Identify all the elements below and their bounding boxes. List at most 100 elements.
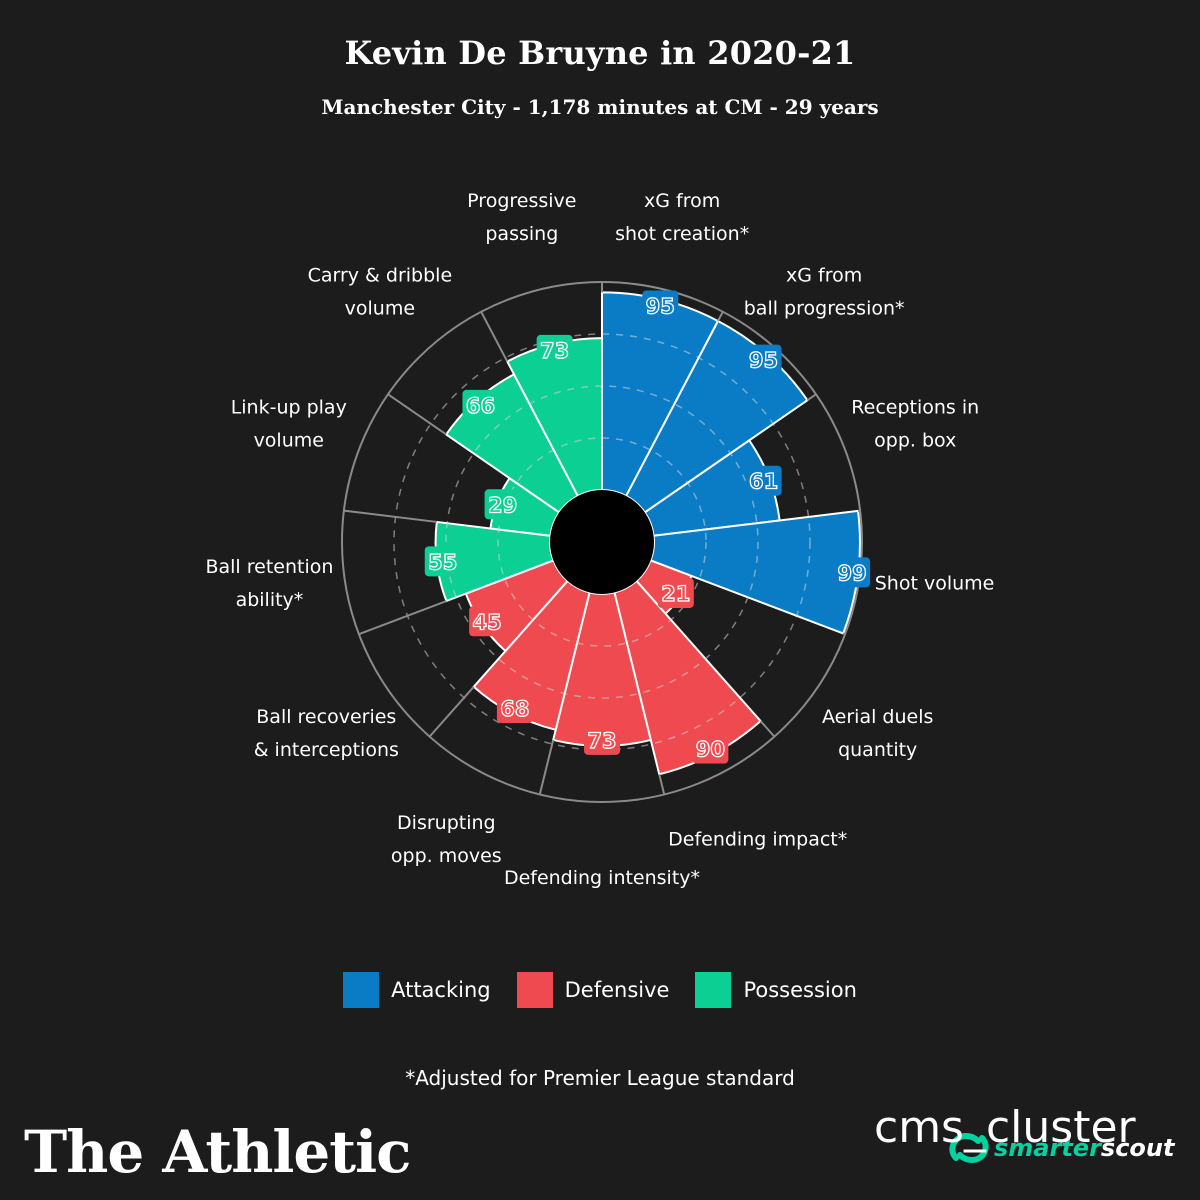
spoke	[842, 632, 846, 636]
category-label-line: quantity	[838, 739, 917, 761]
spoke	[806, 393, 817, 402]
value-badge: 99	[834, 557, 871, 588]
category-label: Link-up play volume	[231, 397, 347, 452]
category-label: Ball retention ability*	[205, 556, 333, 611]
smarterscout-wordmark-b: scout	[1100, 1134, 1175, 1162]
value-badge-bg	[745, 465, 782, 496]
value-badge-bg	[424, 546, 461, 577]
chart-title: Kevin De Bruyne in 2020-21	[344, 34, 856, 72]
center-hole	[550, 490, 654, 594]
category-label-line: & interceptions	[254, 739, 399, 761]
spoke	[428, 686, 475, 738]
legend-item-attacking: Attacking	[343, 972, 491, 1008]
watermark-text: cms_cluster	[874, 1102, 1136, 1153]
spoke	[759, 720, 776, 738]
category-label: xG from shot creation*	[615, 190, 749, 245]
value-label: 90	[696, 737, 725, 761]
value-label: 45	[472, 610, 501, 634]
value-badge: 90	[692, 733, 729, 764]
category-label-line: Defending impact*	[668, 829, 847, 851]
spokes	[343, 282, 861, 795]
value-badge-bg	[834, 557, 871, 588]
chart-subtitle: Manchester City - 1,178 minutes at CM - …	[321, 95, 879, 119]
legend-swatch-attacking	[343, 972, 380, 1008]
spoke	[358, 600, 447, 636]
value-badge-bg	[536, 334, 573, 365]
value-badge: 61	[745, 465, 782, 496]
value-label: 68	[500, 697, 529, 721]
value-badge: 21	[657, 577, 694, 608]
category-label: xG from ball progression*	[744, 265, 905, 320]
category-label-line: opp. box	[874, 430, 956, 452]
legend-item-defensive: Defensive	[516, 972, 669, 1008]
spoke	[480, 311, 509, 362]
legend-swatch-defensive	[516, 972, 553, 1008]
category-labels: xG from shot creation* xG from ball progres…	[205, 190, 994, 889]
legend-label-possession: Possession	[743, 978, 857, 1002]
grid-ring	[497, 437, 707, 647]
value-label: 66	[466, 394, 495, 418]
value-badge: 73	[536, 334, 573, 365]
category-label: Shot volume	[875, 572, 995, 594]
legend-item-possession: Possession	[695, 972, 857, 1008]
category-label-line: ball progression*	[744, 298, 905, 320]
category-label: Carry & dribble volume	[308, 265, 453, 320]
footnote: *Adjusted for Premier League standard	[405, 1066, 795, 1090]
value-label: 73	[540, 339, 569, 363]
spoke	[717, 311, 724, 322]
category-label-line: Shot volume	[875, 572, 995, 594]
value-badge: 45	[469, 606, 506, 637]
category-label-line: Ball recoveries	[256, 706, 396, 728]
value-badge-bg	[642, 290, 679, 321]
value-badge-bg	[462, 389, 499, 420]
category-label-line: Receptions in	[851, 397, 979, 419]
category-label-line: shot creation*	[615, 223, 749, 245]
grid-ring	[445, 385, 759, 699]
category-label-line: Link-up play	[231, 397, 347, 419]
the-athletic-logo: The Athletic	[24, 1118, 411, 1186]
value-label: 55	[428, 550, 457, 574]
spoke	[658, 774, 666, 795]
smarterscout-wordmark: smarterscout	[994, 1134, 1174, 1162]
smarterscout-logo-icon	[949, 1132, 989, 1164]
legend: Attacking Defensive Possession	[0, 972, 1200, 1008]
value-badge-bg	[484, 489, 521, 520]
category-label: Ball recoveries & interceptions	[254, 706, 399, 761]
spoke	[343, 509, 437, 523]
value-labels: 95 95 61 99 21 90 73 68 45 55 29 66 73	[424, 290, 871, 764]
category-label-line: volume	[254, 430, 324, 452]
value-label: 29	[488, 493, 517, 517]
value-badge: 29	[484, 489, 521, 520]
category-label: Disrupting opp. moves	[391, 812, 502, 867]
smarterscout-logo: smarterscout	[948, 1128, 1174, 1168]
value-label: 99	[837, 561, 866, 585]
legend-swatch-possession	[695, 972, 732, 1008]
value-badge-bg	[469, 606, 506, 637]
value-badge-bg	[692, 733, 729, 764]
value-badge: 55	[424, 546, 461, 577]
category-label-line: Progressive	[467, 190, 576, 212]
category-label-line: Disrupting	[397, 812, 496, 834]
value-badge: 95	[745, 344, 782, 375]
legend-label-attacking: Attacking	[391, 978, 491, 1002]
value-badge: 66	[462, 389, 499, 420]
value-label: 73	[587, 729, 616, 753]
category-label: Aerial duels quantity	[822, 706, 933, 761]
category-label-line: opp. moves	[391, 845, 502, 867]
category-label: Defending impact*	[668, 829, 847, 851]
spoke	[538, 739, 555, 795]
value-badge-bg	[745, 344, 782, 375]
category-label-line: xG from	[644, 190, 720, 212]
smarterscout-wordmark-a: smarter	[994, 1134, 1101, 1162]
category-label-line: Ball retention	[205, 556, 333, 578]
category-label-line: volume	[345, 298, 415, 320]
category-label-line: Defending intensity*	[504, 867, 700, 889]
category-label-line: xG from	[786, 265, 862, 287]
value-badge: 95	[642, 290, 679, 321]
value-badge-bg	[496, 692, 533, 723]
value-label: 95	[646, 294, 675, 318]
value-badge-bg	[657, 577, 694, 608]
category-label: Progressive passing	[467, 190, 576, 245]
category-label-line: passing	[485, 223, 558, 245]
